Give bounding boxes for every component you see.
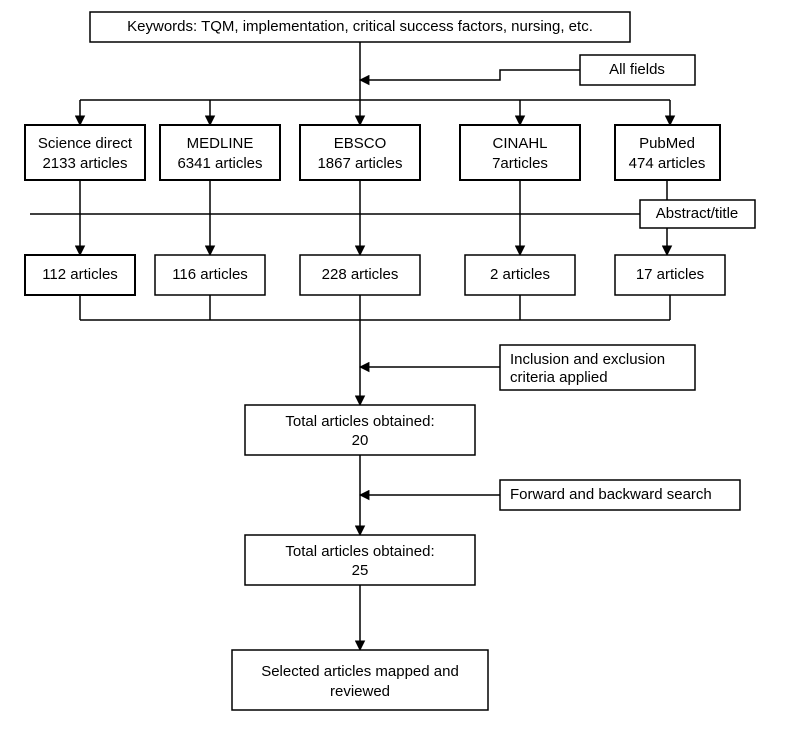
incexc-l2: criteria applied [510,369,608,386]
total20-l1: Total articles obtained: [285,413,434,430]
total20-l2: 20 [352,432,369,449]
r1-l: 112 articles [42,266,118,283]
all-fields-label: All fields [609,61,665,78]
db3-l1: EBSCO [334,135,387,152]
final-box [232,650,488,710]
db4-l2: 7articles [492,155,548,172]
fwdback-l: Forward and backward search [510,486,712,503]
db3-l2: 1867 articles [317,155,402,172]
db2-l2: 6341 articles [177,155,262,172]
db1-l2: 2133 articles [42,155,127,172]
db4-l1: CINAHL [492,135,547,152]
edge-allfields [360,70,580,80]
r3-l: 228 articles [322,266,399,283]
r2-l: 116 articles [172,266,248,283]
total25-l2: 25 [352,562,369,579]
db5-l2: 474 articles [629,155,706,172]
r4-l: 2 articles [490,266,550,283]
final-l2: reviewed [330,683,390,700]
total25-l1: Total articles obtained: [285,543,434,560]
final-l1: Selected articles mapped and [261,663,459,680]
keywords-label: Keywords: TQM, implementation, critical … [127,18,593,35]
incexc-l1: Inclusion and exclusion [510,351,665,368]
r5-l: 17 articles [636,266,704,283]
db2-l1: MEDLINE [187,135,254,152]
abstract-title-label: Abstract/title [656,205,739,222]
db5-l1: PubMed [639,135,695,152]
db1-l1: Science direct [38,135,133,152]
